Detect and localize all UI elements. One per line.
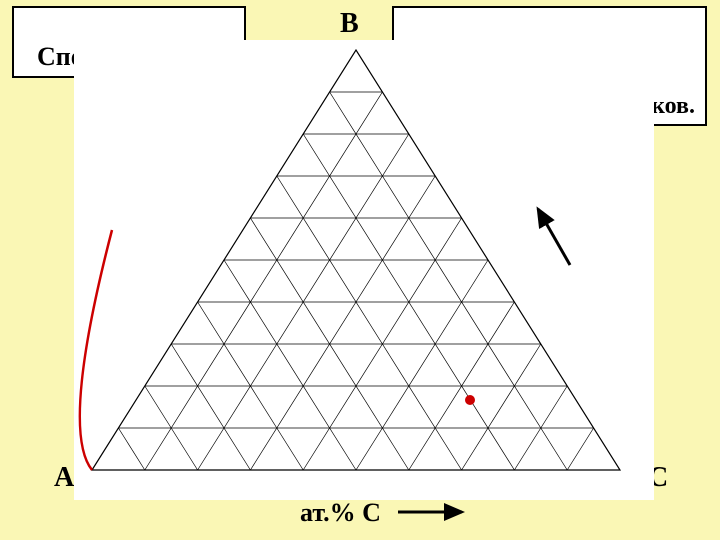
diagram-svg (0, 0, 720, 540)
